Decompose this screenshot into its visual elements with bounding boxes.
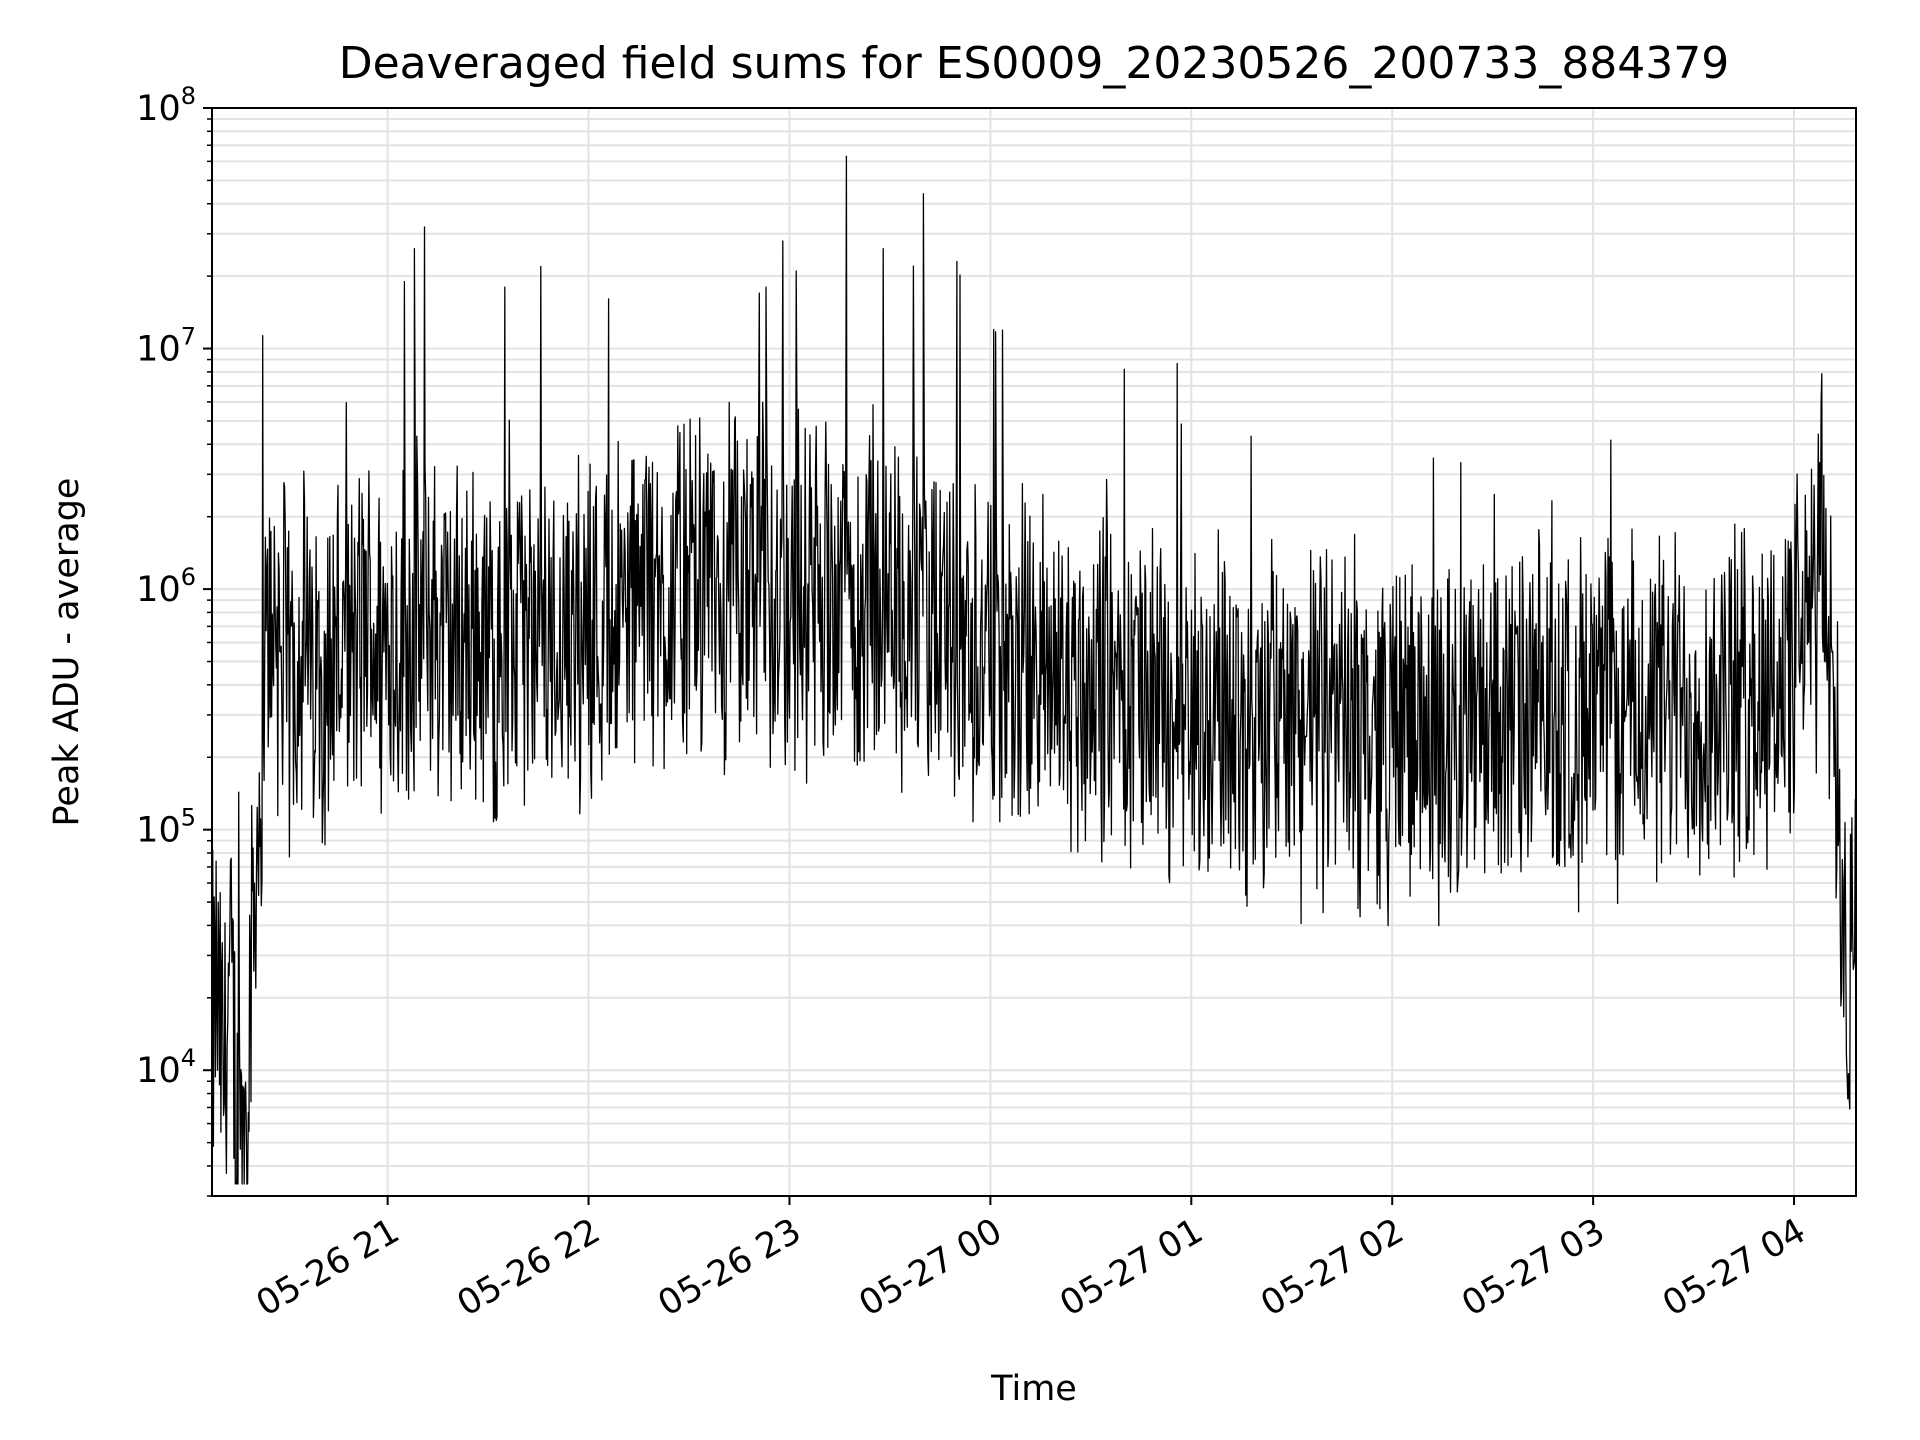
y-axis-label: Peak ADU - average (47, 478, 87, 827)
y-tick-label: 106 (136, 563, 196, 610)
series-line (211, 155, 1857, 1185)
y-tick-label: 104 (136, 1044, 196, 1091)
x-axis-label: Time (990, 1369, 1077, 1409)
series-layer (211, 155, 1857, 1185)
y-tick-label: 107 (136, 323, 196, 370)
y-tick-label: 108 (136, 82, 196, 129)
chart-title: Deaveraged field sums for ES0009_2023052… (339, 38, 1730, 89)
y-tick-label: 105 (136, 804, 196, 851)
plot-frame (211, 107, 1857, 1197)
